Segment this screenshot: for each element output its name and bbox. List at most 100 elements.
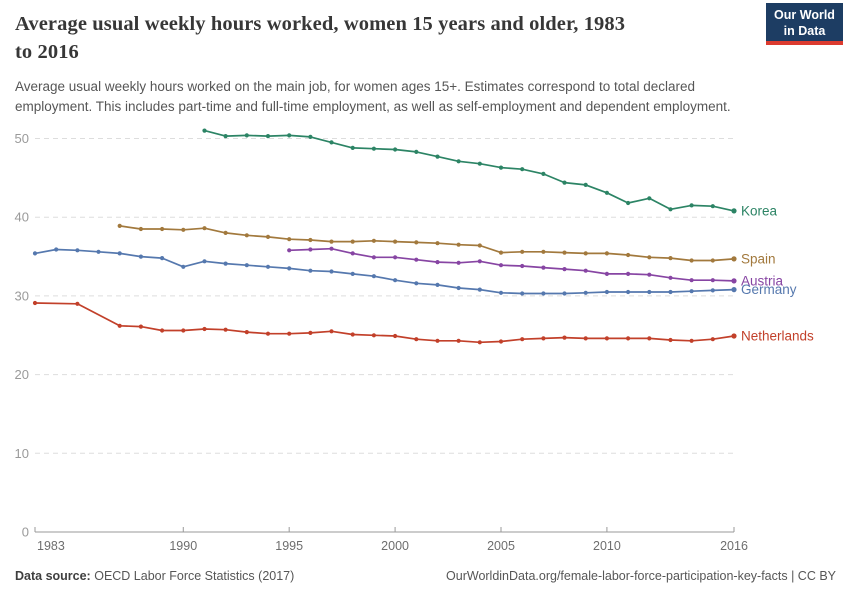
- data-point-austria[interactable]: [562, 267, 567, 272]
- data-point-germany[interactable]: [710, 288, 715, 293]
- data-point-germany[interactable]: [626, 289, 631, 295]
- data-point-spain[interactable]: [435, 241, 440, 246]
- data-point-netherlands[interactable]: [414, 337, 419, 342]
- data-point-korea[interactable]: [647, 196, 652, 201]
- data-point-korea[interactable]: [244, 133, 249, 138]
- data-point-germany[interactable]: [393, 278, 398, 283]
- data-point-germany[interactable]: [244, 263, 249, 268]
- data-point-germany[interactable]: [456, 285, 461, 291]
- data-point-austria[interactable]: [498, 263, 504, 268]
- data-point-netherlands[interactable]: [498, 339, 504, 344]
- data-point-germany[interactable]: [117, 251, 122, 256]
- data-point-germany[interactable]: [541, 291, 546, 296]
- data-point-spain[interactable]: [308, 237, 313, 243]
- data-point-korea[interactable]: [668, 207, 673, 212]
- data-point-korea[interactable]: [626, 200, 631, 206]
- data-point-austria[interactable]: [477, 259, 482, 264]
- data-point-netherlands[interactable]: [647, 336, 652, 341]
- data-point-austria[interactable]: [520, 263, 525, 269]
- data-point-korea[interactable]: [393, 147, 398, 152]
- data-point-germany[interactable]: [308, 268, 313, 273]
- data-point-netherlands[interactable]: [117, 323, 122, 328]
- data-point-spain[interactable]: [520, 249, 525, 254]
- data-point-netherlands[interactable]: [689, 338, 694, 343]
- chart-area[interactable]: 0 10 20 30 40 50 1983 1990 1995 2000 2005 2010 2016 K…: [0, 110, 850, 576]
- data-point-austria[interactable]: [541, 265, 546, 270]
- data-point-netherlands[interactable]: [731, 333, 737, 339]
- data-point-netherlands[interactable]: [435, 338, 440, 343]
- series-germany[interactable]: Germany: [32, 247, 797, 297]
- data-point-germany[interactable]: [287, 266, 292, 271]
- series-label-spain[interactable]: Spain: [741, 251, 776, 266]
- data-point-netherlands[interactable]: [160, 328, 165, 333]
- data-point-korea[interactable]: [456, 159, 461, 164]
- data-point-netherlands[interactable]: [350, 332, 355, 337]
- data-point-netherlands[interactable]: [520, 337, 525, 342]
- data-point-germany[interactable]: [689, 289, 694, 294]
- data-point-korea[interactable]: [265, 134, 271, 139]
- data-point-netherlands[interactable]: [456, 338, 461, 343]
- data-point-netherlands[interactable]: [244, 330, 249, 335]
- data-point-korea[interactable]: [604, 190, 610, 195]
- data-point-germany[interactable]: [583, 290, 588, 295]
- data-point-netherlands[interactable]: [308, 330, 313, 335]
- data-point-austria[interactable]: [393, 255, 398, 260]
- data-point-spain[interactable]: [244, 233, 249, 238]
- data-point-austria[interactable]: [604, 271, 610, 276]
- data-point-spain[interactable]: [626, 252, 631, 258]
- series-netherlands[interactable]: Netherlands: [32, 300, 814, 345]
- data-point-korea[interactable]: [329, 140, 334, 145]
- data-point-austria[interactable]: [689, 278, 694, 283]
- data-point-netherlands[interactable]: [371, 333, 376, 338]
- data-point-netherlands[interactable]: [626, 336, 631, 341]
- data-point-germany[interactable]: [498, 290, 504, 295]
- data-point-netherlands[interactable]: [138, 324, 143, 329]
- data-point-netherlands[interactable]: [181, 328, 186, 333]
- data-point-austria[interactable]: [371, 255, 376, 260]
- data-point-spain[interactable]: [393, 239, 398, 244]
- data-point-netherlands[interactable]: [583, 336, 588, 341]
- data-point-spain[interactable]: [562, 250, 567, 255]
- data-point-spain[interactable]: [498, 250, 504, 255]
- data-point-spain[interactable]: [265, 234, 271, 239]
- data-point-germany[interactable]: [202, 259, 207, 264]
- data-point-korea[interactable]: [520, 167, 525, 172]
- data-point-spain[interactable]: [456, 242, 461, 247]
- data-point-netherlands[interactable]: [710, 337, 715, 342]
- data-point-netherlands[interactable]: [562, 335, 567, 340]
- series-label-netherlands[interactable]: Netherlands: [741, 329, 814, 344]
- data-point-germany[interactable]: [329, 269, 334, 274]
- data-point-spain[interactable]: [329, 239, 334, 244]
- series-label-korea[interactable]: Korea: [741, 203, 778, 218]
- data-point-spain[interactable]: [647, 255, 652, 260]
- owid-logo[interactable]: Our World in Data: [766, 3, 843, 45]
- data-point-netherlands[interactable]: [223, 327, 228, 332]
- series-spain[interactable]: Spain: [117, 223, 776, 267]
- data-point-spain[interactable]: [181, 227, 186, 232]
- data-point-netherlands[interactable]: [541, 336, 546, 341]
- data-point-korea[interactable]: [435, 154, 440, 159]
- data-point-germany[interactable]: [54, 247, 59, 252]
- data-point-netherlands[interactable]: [265, 331, 271, 336]
- data-point-austria[interactable]: [287, 248, 292, 253]
- data-point-spain[interactable]: [371, 238, 376, 243]
- data-point-germany[interactable]: [668, 289, 673, 295]
- data-point-austria[interactable]: [456, 260, 461, 265]
- data-point-austria[interactable]: [350, 251, 355, 256]
- data-point-austria[interactable]: [308, 247, 313, 252]
- data-point-spain[interactable]: [202, 226, 207, 231]
- data-point-germany[interactable]: [75, 248, 80, 253]
- data-point-germany[interactable]: [181, 264, 186, 269]
- data-point-netherlands[interactable]: [604, 336, 610, 341]
- data-point-korea[interactable]: [350, 145, 355, 150]
- data-point-netherlands[interactable]: [393, 333, 398, 339]
- data-point-korea[interactable]: [308, 134, 313, 139]
- data-point-germany[interactable]: [731, 287, 737, 293]
- data-point-korea[interactable]: [202, 128, 207, 133]
- data-point-austria[interactable]: [647, 272, 652, 277]
- chart-svg[interactable]: 0 10 20 30 40 50 1983 1990 1995 2000 2005 2010 2016 K…: [0, 110, 850, 576]
- data-point-spain[interactable]: [583, 251, 588, 256]
- data-point-austria[interactable]: [414, 257, 419, 262]
- data-point-austria[interactable]: [583, 268, 588, 273]
- data-point-austria[interactable]: [731, 278, 737, 284]
